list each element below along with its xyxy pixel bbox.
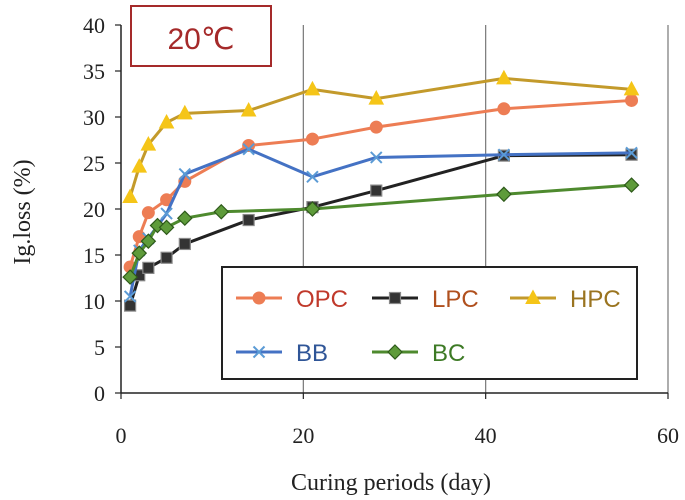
legend-label-lpc: LPC [432,286,479,313]
point-bc-5 [158,219,175,236]
point-hpc-28 [368,90,385,105]
y-tick-label-10: 10 [83,289,105,314]
y-tick-label-25: 25 [83,151,105,176]
y-tick-label-0: 0 [94,381,105,406]
y-axis-title: Ig.loss (%) [10,159,36,264]
point-lpc-28 [370,184,383,197]
legend-item-bb: BB [236,340,328,367]
x-axis-title: Curing periods (day) [291,470,491,496]
point-bb-1 [123,290,137,303]
point-opc-28 [369,120,383,134]
condition-annotation: 20℃ [130,5,272,67]
point-lpc-7 [178,237,191,251]
point-bc-7 [176,210,193,227]
point-bc-1 [122,269,138,285]
point-hpc-5 [158,113,175,129]
legend-marker-lpc [388,291,402,305]
point-bc-42 [496,186,512,203]
condition-box [130,5,272,67]
legend-label-bc: BC [432,340,465,367]
legend-label-bb: BB [296,340,328,367]
x-tick-label-20: 20 [292,423,314,448]
point-lpc-3 [142,261,155,274]
y-tick-label-35: 35 [83,59,105,84]
point-hpc-56 [623,80,640,96]
point-bc-2 [131,245,148,262]
y-tick-label-5: 5 [94,335,105,360]
legend-item-lpc: LPC [372,286,479,313]
y-tick-label-30: 30 [83,105,105,130]
point-bc-56 [623,177,640,193]
series-line-hpc [128,76,632,198]
series-line-opc [128,98,632,268]
x-tick-label-40: 40 [475,423,497,448]
point-hpc-7 [176,104,193,120]
point-hpc-14 [240,102,257,117]
point-opc-3 [141,206,155,220]
point-bb-21 [306,170,319,184]
legend-item-hpc: HPC [510,286,621,313]
point-bc-21 [304,201,321,217]
point-opc-21 [305,132,319,146]
y-tick-label-40: 40 [83,13,105,38]
point-opc-14 [242,139,256,153]
legend-item-opc: OPC [236,286,348,313]
point-opc-56 [625,93,639,107]
point-lpc-56 [625,148,638,161]
y-tick-label-20: 20 [83,197,105,222]
point-opc-42 [497,102,511,116]
series [122,69,640,312]
point-hpc-1 [122,188,138,204]
axes: 0 5 10 15 20 25 30 35 40 0 20 40 60 [83,13,679,448]
y-tick-label-15: 15 [83,243,105,268]
point-bb-5 [160,207,173,220]
series-line-bc [128,183,632,278]
point-hpc-21 [304,80,321,96]
series-opc [123,93,639,274]
point-bb-56 [625,146,638,160]
point-bb-42 [497,148,511,161]
point-lpc-5 [160,251,173,264]
point-hpc-42 [496,69,512,85]
legend-box [221,266,638,380]
point-bb-14 [242,142,255,156]
legend-item-bc: BC [372,340,465,367]
series-bc [122,177,640,285]
legend-marker-bb [252,345,266,359]
x-tick-label-0: 0 [116,423,127,448]
legend-label-hpc: HPC [570,286,621,313]
condition-label: 20℃ [167,23,234,56]
legend-marker-opc [252,291,266,305]
point-lpc-14 [242,213,255,227]
point-lpc-1 [124,299,137,312]
legend: OPC LPC HPC BB BC [221,266,638,380]
legend-label-opc: OPC [296,286,348,313]
legend-marker-bc [387,344,403,360]
point-bb-28 [370,151,383,164]
point-bc-3 [140,233,157,250]
point-hpc-2 [131,158,148,173]
series-hpc [122,69,640,204]
x-tick-label-60: 60 [657,423,679,448]
point-bc-11 [213,203,230,220]
point-bb-7 [178,167,192,181]
legend-marker-hpc [525,289,541,304]
point-hpc-3 [140,136,157,151]
